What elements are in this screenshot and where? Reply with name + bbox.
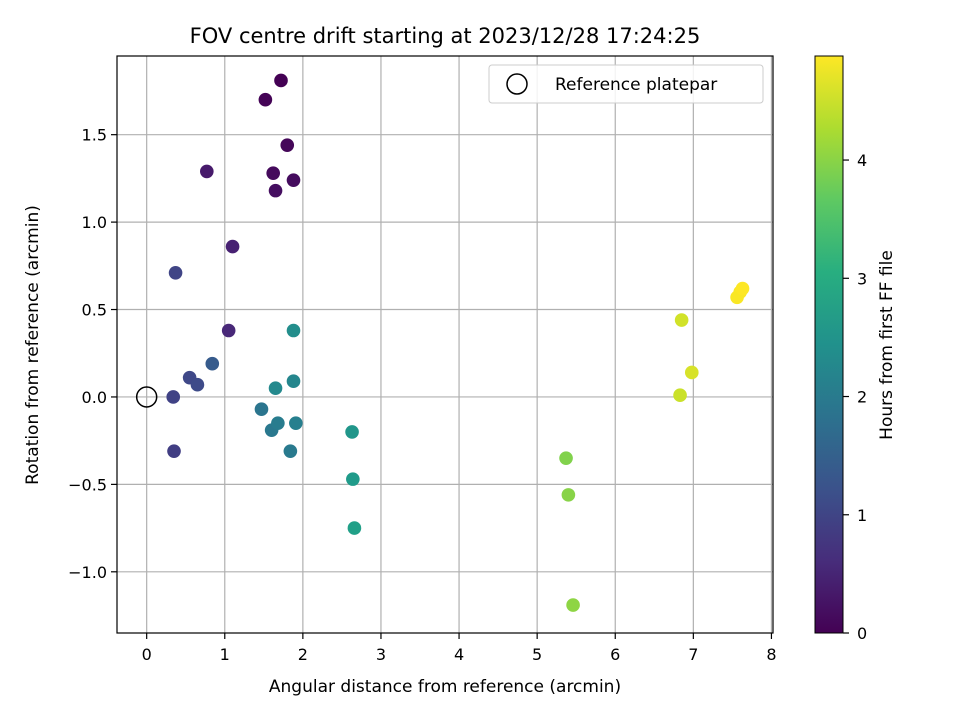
data-point bbox=[167, 444, 181, 458]
x-tick-label: 7 bbox=[688, 645, 698, 664]
y-tick-label: −1.0 bbox=[68, 563, 107, 582]
data-point bbox=[684, 365, 699, 380]
data-point bbox=[289, 416, 303, 430]
grid-lines bbox=[117, 56, 773, 633]
y-axis-label: Rotation from reference (arcmin) bbox=[23, 205, 43, 485]
data-point bbox=[673, 388, 687, 403]
data-point bbox=[283, 444, 298, 458]
y-axis-ticks: −1.0 −0.5 0.0 0.5 1.0 1.5 bbox=[68, 126, 117, 582]
data-point bbox=[200, 164, 214, 179]
legend-label: Reference platepar bbox=[555, 75, 717, 95]
legend-box bbox=[488, 64, 764, 104]
colorbar: 0 1 2 3 4 Hours from first FF file bbox=[814, 55, 897, 643]
data-point bbox=[346, 472, 360, 486]
data-points bbox=[166, 73, 750, 612]
colorbar-ticks: 0 1 2 3 4 bbox=[843, 151, 867, 643]
colorbar-gradient bbox=[814, 55, 844, 634]
x-tick-label: 5 bbox=[532, 645, 542, 664]
data-point bbox=[280, 138, 295, 152]
data-point bbox=[168, 266, 183, 280]
data-point bbox=[205, 356, 220, 371]
legend-marker bbox=[506, 73, 528, 95]
x-tick-label: 8 bbox=[766, 645, 776, 664]
data-point bbox=[266, 166, 280, 180]
data-point bbox=[286, 323, 301, 338]
colorbar-tick-label: 3 bbox=[857, 269, 867, 288]
x-axis-label: Angular distance from reference (arcmin) bbox=[269, 677, 621, 697]
data-point bbox=[674, 313, 689, 327]
reference-marker bbox=[135, 386, 158, 408]
data-point bbox=[566, 598, 580, 612]
legend: Reference platepar bbox=[488, 64, 764, 104]
data-point bbox=[735, 281, 750, 296]
x-tick-label: 2 bbox=[298, 645, 308, 664]
x-tick-label: 0 bbox=[142, 645, 152, 664]
data-point bbox=[271, 416, 285, 430]
data-point bbox=[559, 451, 573, 465]
data-point bbox=[254, 402, 269, 416]
data-point bbox=[166, 390, 181, 404]
data-point bbox=[221, 323, 236, 338]
chart-title: FOV centre drift starting at 2023/12/28 … bbox=[190, 24, 701, 48]
data-point bbox=[190, 377, 205, 392]
y-tick-label: 0.5 bbox=[82, 301, 107, 320]
data-point bbox=[286, 173, 301, 187]
y-tick-label: 0.0 bbox=[82, 388, 107, 407]
data-point bbox=[258, 92, 273, 107]
x-tick-label: 3 bbox=[376, 645, 386, 664]
x-axis-ticks: 0 1 2 3 4 5 6 7 8 bbox=[142, 633, 777, 664]
data-point bbox=[268, 183, 283, 198]
colorbar-tick-label: 0 bbox=[857, 624, 867, 643]
data-point bbox=[274, 73, 288, 88]
data-point bbox=[225, 239, 240, 254]
x-tick-label: 4 bbox=[454, 645, 464, 664]
data-point bbox=[347, 521, 362, 535]
x-tick-label: 1 bbox=[220, 645, 230, 664]
data-point bbox=[345, 425, 359, 439]
y-tick-label: 1.5 bbox=[82, 126, 107, 145]
x-tick-label: 6 bbox=[610, 645, 620, 664]
plot-frame bbox=[116, 55, 774, 634]
y-tick-label: −0.5 bbox=[68, 475, 107, 494]
colorbar-label: Hours from first FF file bbox=[877, 250, 897, 440]
colorbar-tick-label: 2 bbox=[857, 388, 867, 407]
colorbar-tick-label: 1 bbox=[857, 506, 867, 525]
data-point bbox=[286, 374, 301, 389]
data-point bbox=[561, 488, 576, 502]
data-point bbox=[268, 381, 283, 396]
y-tick-label: 1.0 bbox=[82, 213, 107, 232]
colorbar-tick-label: 4 bbox=[857, 151, 867, 170]
